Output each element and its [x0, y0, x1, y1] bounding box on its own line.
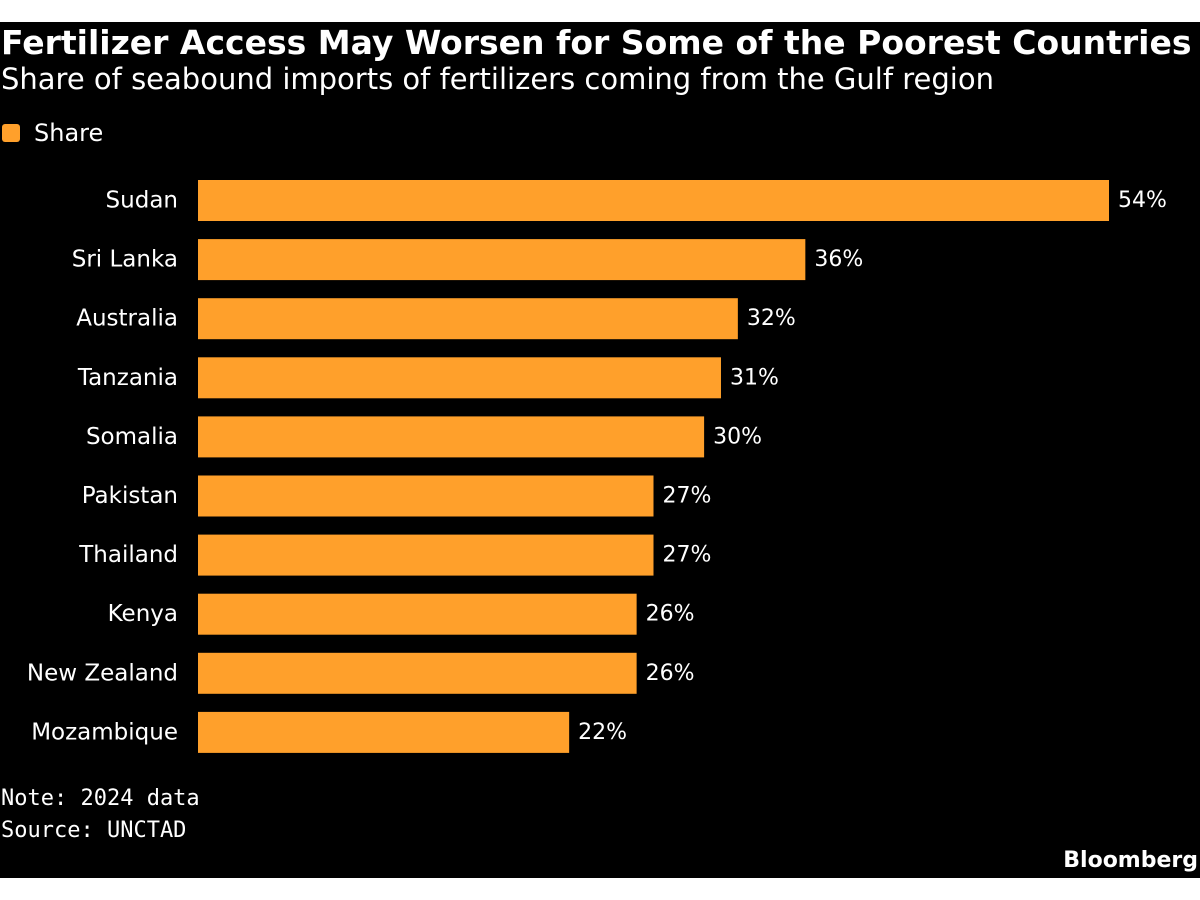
legend: Share — [2, 119, 103, 147]
bar-chart: Sudan 54% Sri Lanka 36% Australia 32% Tanzania… — [27, 180, 1167, 753]
value-label-new-zealand: 26% — [646, 661, 695, 686]
chart-note: Note: 2024 data — [1, 786, 200, 811]
bar-sri-lanka — [198, 239, 806, 281]
category-label-somalia: Somalia — [86, 424, 178, 450]
bar-new-zealand — [198, 652, 637, 694]
category-label-sudan: Sudan — [106, 188, 178, 214]
value-label-kenya: 26% — [646, 602, 695, 627]
chart-frame: Fertilizer Access May Worsen for Some of… — [0, 22, 1200, 878]
value-label-somalia: 30% — [713, 424, 762, 449]
value-label-thailand: 27% — [663, 543, 712, 568]
category-label-new-zealand: New Zealand — [27, 660, 178, 686]
value-label-pakistan: 27% — [663, 484, 712, 509]
chart-source: Source: UNCTAD — [1, 818, 187, 843]
value-label-sudan: 54% — [1118, 188, 1167, 213]
category-label-pakistan: Pakistan — [82, 483, 178, 509]
bar-somalia — [198, 416, 705, 458]
bar-australia — [198, 298, 738, 340]
category-label-tanzania: Tanzania — [77, 365, 178, 391]
bar-tanzania — [198, 357, 721, 399]
category-label-thailand: Thailand — [78, 542, 178, 568]
value-label-mozambique: 22% — [578, 720, 627, 745]
bar-kenya — [198, 593, 637, 635]
category-label-mozambique: Mozambique — [31, 719, 178, 745]
category-label-australia: Australia — [76, 306, 178, 332]
value-label-sri-lanka: 36% — [814, 247, 863, 272]
bar-mozambique — [198, 711, 570, 753]
legend-label: Share — [34, 119, 104, 147]
value-label-tanzania: 31% — [730, 365, 779, 390]
chart-subtitle: Share of seabound imports of fertilizers… — [1, 62, 994, 96]
chart-title: Fertilizer Access May Worsen for Some of… — [1, 23, 1192, 62]
category-label-sri-lanka: Sri Lanka — [72, 247, 178, 273]
category-label-kenya: Kenya — [108, 601, 178, 627]
bar-sudan — [198, 180, 1109, 221]
brand-logo: Bloomberg — [1063, 848, 1198, 873]
bar-pakistan — [198, 475, 654, 517]
value-label-australia: 32% — [747, 306, 796, 331]
legend-swatch — [2, 124, 20, 142]
bar-thailand — [198, 534, 654, 576]
